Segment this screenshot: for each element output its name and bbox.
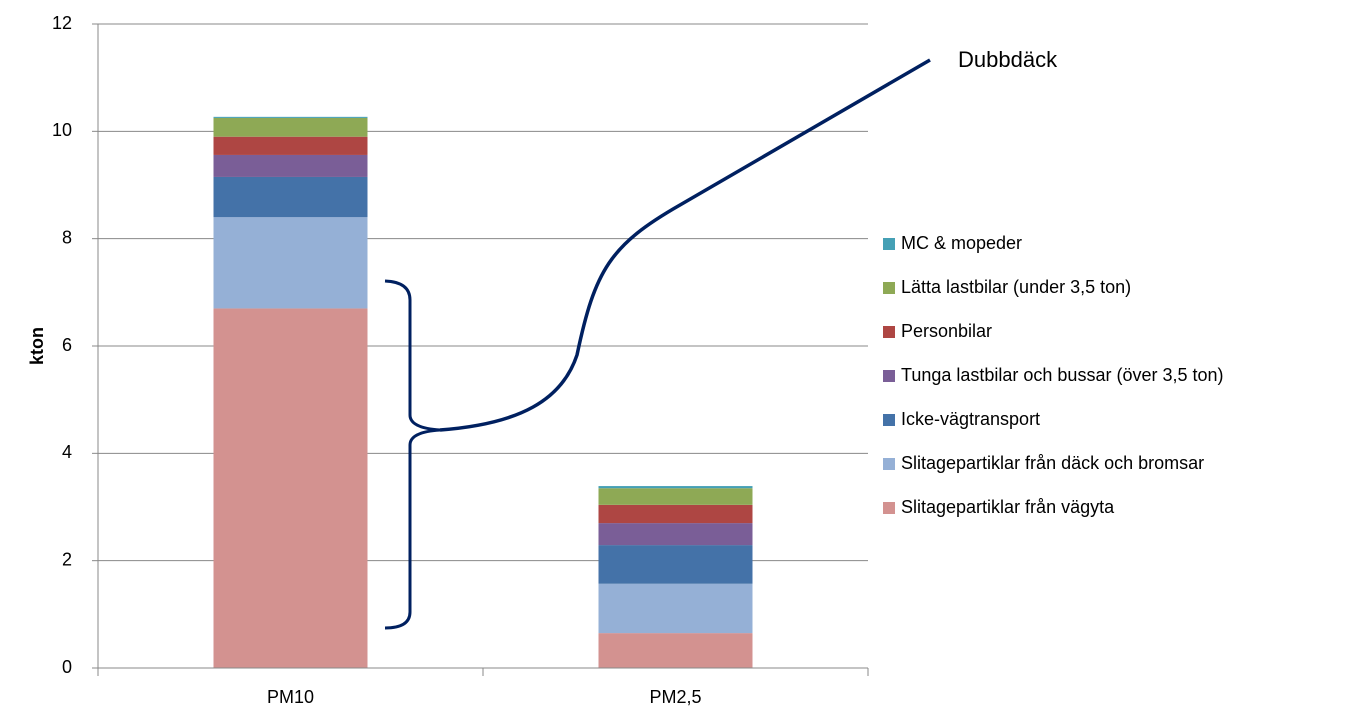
legend-swatch [883,502,895,514]
y-tick-label: 12 [52,13,72,33]
bar-segment [213,117,368,137]
legend-label: Slitagepartiklar från däck och bromsar [901,453,1204,473]
legend-label: Personbilar [901,321,992,341]
y-tick-label: 8 [62,227,72,247]
bar-segment [598,583,753,634]
y-axis-label: kton [27,327,47,365]
bar-segment [213,116,368,118]
brace [384,279,441,630]
annotation-line [439,58,931,432]
bar-segment [213,154,368,177]
bar-segment [213,217,368,309]
bar-segment [598,486,753,489]
y-tick-label: 2 [62,549,72,569]
legend-label: Slitagepartiklar från vägyta [901,497,1115,517]
x-tick-label: PM10 [267,687,314,707]
legend-label: Icke-vägtransport [901,409,1040,429]
bar-segment [598,504,753,524]
legend-swatch [883,326,895,338]
legend-swatch [883,282,895,294]
bar-segment [598,488,753,505]
legend-label: MC & mopeder [901,233,1022,253]
x-tick-label: PM2,5 [649,687,701,707]
legend-swatch [883,414,895,426]
y-tick-label: 10 [52,120,72,140]
bar-segment [598,523,753,546]
legend-swatch [883,370,895,382]
legend-label: Tunga lastbilar och bussar (över 3,5 ton… [901,365,1224,385]
bar-segment [213,176,368,218]
plot-area: 0 2 4 6 8 10 12 PM10 PM2,5 Slitagepartiklar från … [52,13,1224,707]
bar-segment [213,136,368,155]
legend-swatch [883,458,895,470]
y-tick-label: 0 [62,657,72,677]
legend-label: Lätta lastbilar (under 3,5 ton) [901,277,1131,297]
bar-segment [213,308,368,668]
y-tick-label: 6 [62,335,72,355]
bar-segment [598,633,753,668]
legend-swatch [883,238,895,250]
y-tick-label: 4 [62,442,72,462]
annotation: Dubbdäck [958,47,1058,72]
bar-segment [598,545,753,584]
